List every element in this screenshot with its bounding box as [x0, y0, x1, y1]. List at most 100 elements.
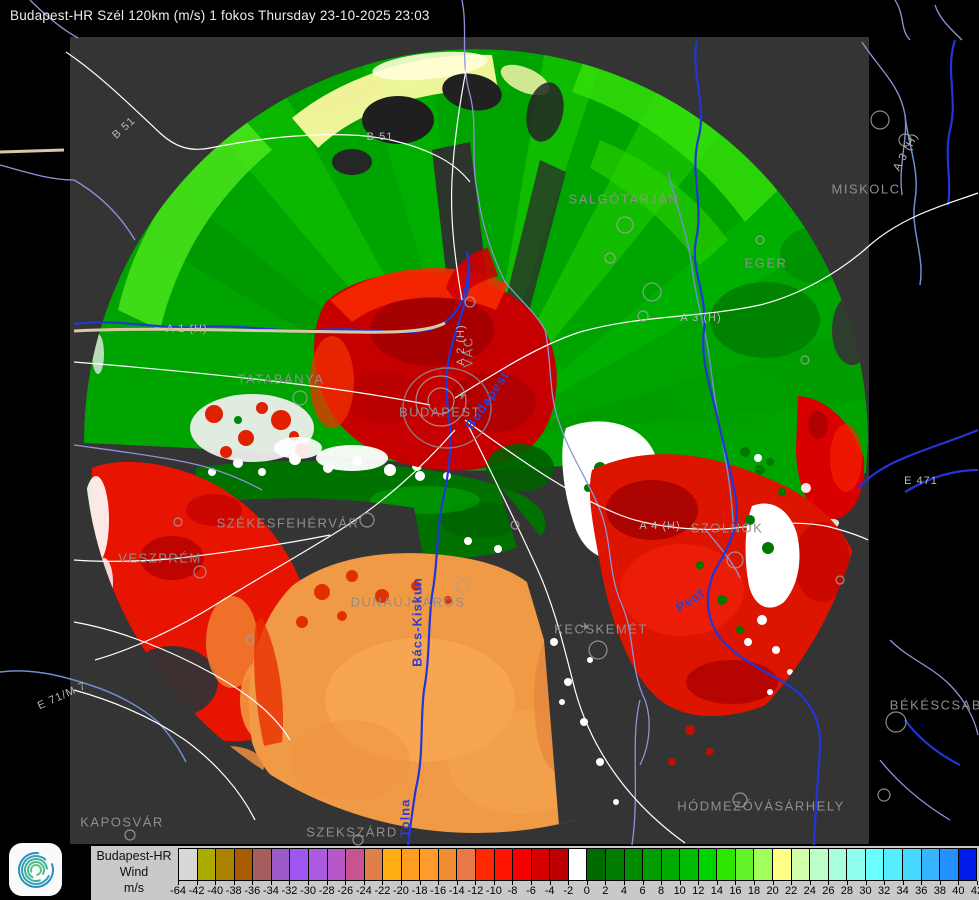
legend-tick-mark — [475, 881, 477, 885]
legend-tick-label: -38 — [225, 885, 242, 897]
legend-swatch-17 — [493, 849, 513, 880]
legend-tick-mark — [735, 881, 737, 885]
legend-swatch-15 — [456, 849, 475, 880]
legend-tick-label: 34 — [896, 885, 909, 897]
legend-tick-mark — [679, 881, 681, 885]
legend-swatch-10 — [363, 849, 383, 880]
legend-tick-mark — [512, 881, 514, 885]
legend-tick-label: 22 — [785, 885, 798, 897]
legend-tick-mark — [308, 881, 310, 885]
legend-tick-label: -64 — [170, 885, 186, 897]
legend-swatch-30 — [734, 849, 754, 880]
city-outlines-layer — [124, 110, 912, 846]
legend-swatch-24 — [623, 849, 643, 880]
legend-swatch-25 — [642, 849, 661, 880]
legend-tick-label: -8 — [507, 885, 518, 897]
legend-swatch-38 — [883, 849, 902, 880]
legend-product: Budapest-HR — [96, 849, 172, 863]
legend-swatch-26 — [660, 849, 680, 880]
legend-tick-label: 32 — [877, 885, 891, 897]
legend-tick-label: 12 — [692, 885, 705, 897]
legend-tick-mark — [252, 881, 254, 885]
legend-tick-label: -36 — [244, 885, 261, 897]
legend-swatch-9 — [345, 849, 364, 880]
legend-tick-label: -34 — [262, 885, 279, 897]
legend-tick-mark — [902, 881, 904, 885]
legend-swatch-11 — [382, 849, 401, 880]
legend-swatch-18 — [512, 849, 531, 880]
legend-tick-mark — [549, 881, 551, 885]
legend-tick-mark — [400, 881, 402, 885]
legend-swatch-29 — [716, 849, 735, 880]
legend-tick-label: -16 — [430, 885, 447, 897]
legend-tick-mark — [233, 881, 235, 885]
legend-tick-mark — [698, 881, 700, 885]
legend-tick-mark — [196, 881, 198, 885]
legend-swatch-13 — [419, 849, 438, 880]
legend-tick-label: 24 — [803, 885, 816, 897]
legend-tick-mark — [586, 881, 588, 885]
legend-colorbar — [178, 848, 977, 881]
legend-tick-mark — [419, 881, 421, 885]
legend-tick-label: 42 — [970, 885, 979, 897]
legend-tick-mark — [884, 881, 886, 885]
legend-swatch-37 — [864, 849, 884, 880]
legend-tick-label: -14 — [448, 885, 465, 897]
motorway-layer — [0, 148, 446, 334]
legend-tick-label: -20 — [393, 885, 409, 897]
legend-tick-label: -32 — [281, 885, 298, 897]
legend-tick-mark — [215, 881, 217, 885]
legend-swatch-35 — [827, 849, 847, 880]
legend-tick-mark — [828, 881, 830, 885]
legend-swatch-1 — [196, 849, 216, 880]
legend-tick-label: 20 — [766, 885, 779, 897]
legend-tick-label: -2 — [563, 885, 574, 897]
legend-tick-label: -30 — [300, 885, 317, 897]
legend-swatch-32 — [772, 849, 791, 880]
legend-swatch-40 — [920, 849, 940, 880]
legend-tick-mark — [754, 881, 756, 885]
page-title: Budapest-HR Szél 120km (m/s) 1 fokos Thu… — [10, 8, 430, 23]
legend-tick-label: 30 — [859, 885, 872, 897]
legend-swatch-41 — [939, 849, 958, 880]
legend-swatch-34 — [809, 849, 828, 880]
legend-swatch-5 — [270, 849, 290, 880]
legend-tick-label: 38 — [933, 885, 946, 897]
legend-tick-mark — [865, 881, 867, 885]
legend-tick-mark — [270, 881, 272, 885]
legend-tick-label: -22 — [374, 885, 391, 897]
legend-units: m/s — [123, 881, 145, 895]
legend-product-block: Budapest-HR Wind m/s — [91, 848, 177, 896]
legend-tick-label: 26 — [822, 885, 835, 897]
legend-tick-mark — [382, 881, 384, 885]
legend-ticks: -64 -42 -40 -38 -36 -34 -32 -30 -28 -26 -24 -22 -20-… — [170, 881, 979, 899]
legend-tick-mark — [809, 881, 811, 885]
legend-tick-mark — [438, 881, 440, 885]
legend-swatch-6 — [289, 849, 308, 880]
legend-tick-label: -40 — [207, 885, 224, 897]
legend-swatch-12 — [400, 849, 420, 880]
legend-swatch-22 — [586, 849, 605, 880]
legend-swatch-21 — [567, 849, 587, 880]
legend-swatch-23 — [604, 849, 624, 880]
legend-swatch-3 — [233, 849, 253, 880]
legend-quantity: Wind — [119, 865, 149, 879]
legend-tick-mark — [791, 881, 793, 885]
legend-tick-label: 8 — [658, 885, 665, 897]
legend-tick-mark — [958, 881, 960, 885]
legend-tick-label: -6 — [526, 885, 536, 897]
legend-tick-label: 10 — [673, 885, 686, 897]
legend-tick-mark — [772, 881, 774, 885]
legend-tick-label: 36 — [915, 885, 928, 897]
legend-swatch-0 — [179, 849, 197, 880]
legend-tick-label: -18 — [411, 885, 428, 897]
county-borders-layer — [0, 0, 979, 846]
legend-tick-mark — [939, 881, 941, 885]
legend-tick-label: 6 — [639, 885, 646, 897]
legend-tick-mark — [363, 881, 365, 885]
legend-tick-mark — [716, 881, 718, 885]
legend-tick-mark — [977, 881, 978, 885]
legend-swatch-39 — [901, 849, 921, 880]
spiral-logo-icon — [17, 851, 54, 888]
